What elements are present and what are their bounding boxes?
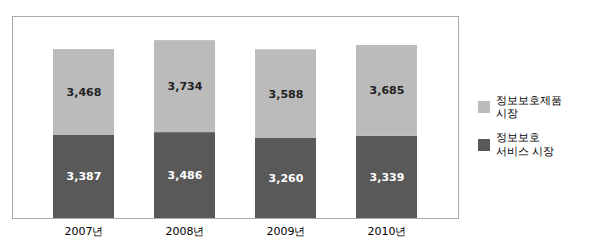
- svg-text:3,468: 3,468: [67, 86, 102, 99]
- svg-text:3,685: 3,685: [370, 84, 405, 97]
- html-text:정보보호제품 시장: 정보보호제품 시장: [496, 93, 562, 121]
- svg-text:3,486: 3,486: [168, 169, 203, 182]
- svg-text:2007년: 2007년: [65, 225, 104, 238]
- html-text:정보보호 서비스 시장: 정보보호 서비스 시장: [496, 131, 555, 158]
- svg-text:2009년: 2009년: [267, 225, 306, 238]
- svg-text:3,339: 3,339: [370, 171, 405, 184]
- svg-text:2010년: 2010년: [368, 225, 407, 238]
- svg-text:3,260: 3,260: [269, 172, 304, 185]
- svg-text:3,387: 3,387: [67, 170, 102, 183]
- svg-text:2008년: 2008년: [166, 225, 205, 238]
- svg-text:3,734: 3,734: [168, 80, 203, 93]
- svg-text:3,588: 3,588: [269, 88, 304, 101]
